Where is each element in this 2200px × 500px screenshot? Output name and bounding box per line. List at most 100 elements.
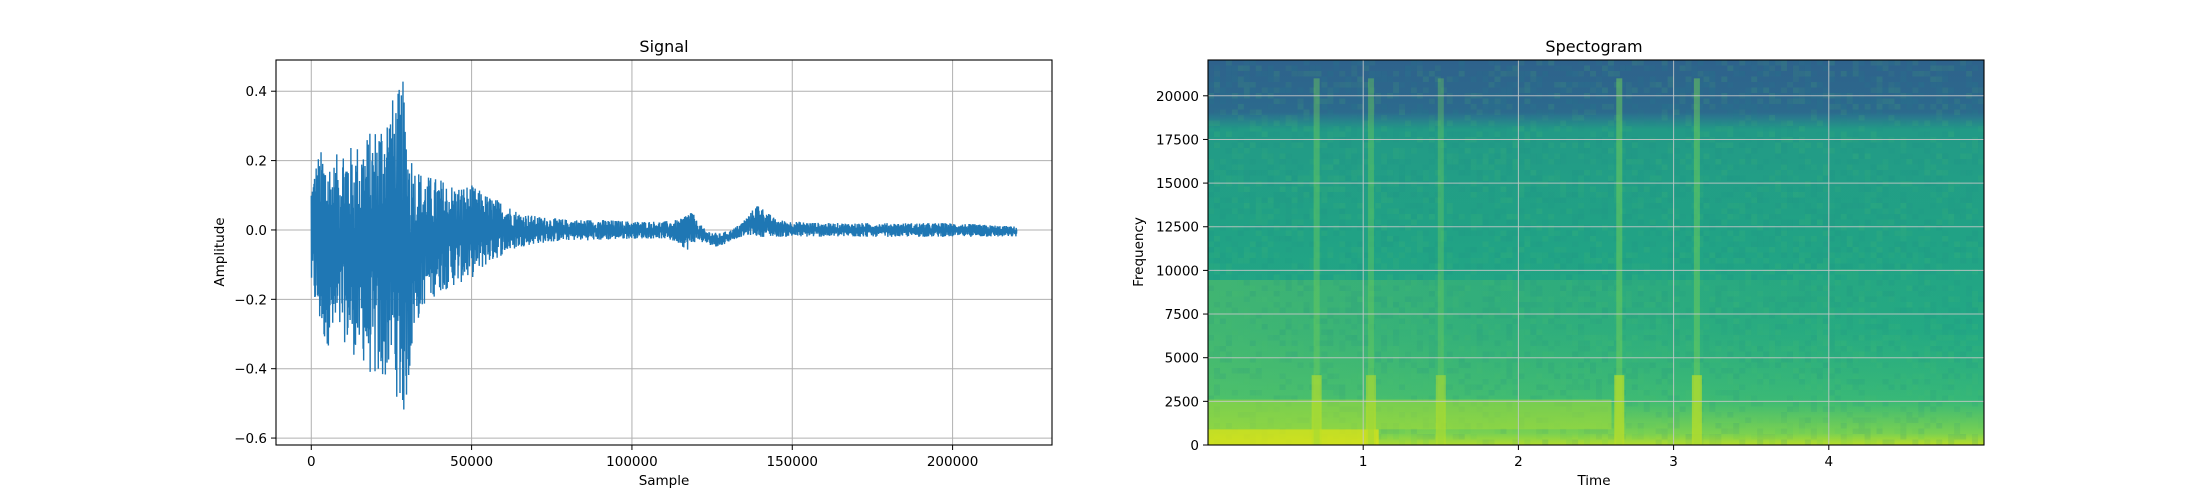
- spectrogram-cell: [1924, 280, 1931, 286]
- spectrogram-cell: [1948, 368, 1955, 374]
- spectrogram-cell: [1213, 395, 1220, 401]
- spectrogram-cell: [1858, 181, 1865, 187]
- spectrogram-cell: [1649, 142, 1656, 148]
- spectrogram-cell: [1255, 170, 1262, 176]
- spectrogram-cell: [1619, 307, 1626, 313]
- spectrogram-cell: [1494, 65, 1501, 71]
- spectrogram-cell: [1351, 335, 1358, 341]
- spectrogram-cell: [1769, 346, 1776, 352]
- spectrogram-cell: [1846, 357, 1853, 363]
- spectrogram-cell: [1536, 335, 1543, 341]
- spectrogram-cell: [1560, 362, 1567, 368]
- spectrogram-cell: [1500, 148, 1507, 154]
- spectrogram-cell: [1822, 241, 1829, 247]
- spectrogram-cell: [1619, 340, 1626, 346]
- spectrogram-cell: [1697, 357, 1704, 363]
- spectrogram-cell: [1882, 401, 1889, 407]
- spectrogram-cell: [1810, 368, 1817, 374]
- spectrogram-cell: [1213, 71, 1220, 77]
- spectrogram-cell: [1816, 329, 1823, 335]
- spectrogram-cell: [1649, 395, 1656, 401]
- spectrogram-cell: [1870, 324, 1877, 330]
- spectrogram-cell: [1942, 104, 1949, 110]
- spectrogram-cell: [1840, 131, 1847, 137]
- spectrogram-cell: [1643, 395, 1650, 401]
- spectrogram-cell: [1542, 153, 1549, 159]
- spectrogram-cell: [1954, 252, 1961, 258]
- spectrogram-cell: [1685, 280, 1692, 286]
- spectrogram-cell: [1572, 329, 1579, 335]
- spectrogram-cell: [1524, 82, 1531, 88]
- spectrogram-cell: [1279, 329, 1286, 335]
- spectrogram-cell: [1339, 71, 1346, 77]
- spectrogram-cell: [1416, 357, 1423, 363]
- spectrogram-cell: [1440, 362, 1447, 368]
- spectrogram-cell: [1512, 82, 1519, 88]
- spectrogram-cell: [1339, 252, 1346, 258]
- spectrogram-cell: [1697, 236, 1704, 242]
- spectrogram-cell: [1524, 362, 1531, 368]
- spectrogram-cell: [1410, 373, 1417, 379]
- spectrogram-cell: [1601, 126, 1608, 132]
- spectrogram-cell: [1870, 346, 1877, 352]
- spectrogram-cell: [1619, 175, 1626, 181]
- spectrogram-cell: [1261, 115, 1268, 121]
- spectrogram-cell: [1255, 181, 1262, 187]
- spectrogram-cell: [1554, 120, 1561, 126]
- spectrogram-cell: [1339, 329, 1346, 335]
- spectrogram-cell: [1434, 280, 1441, 286]
- spectrogram-cell: [1798, 346, 1805, 352]
- spectrogram-cell: [1309, 170, 1316, 176]
- spectrogram-cell: [1249, 170, 1256, 176]
- spectrogram-cell: [1345, 274, 1352, 280]
- spectrogram-cell: [1739, 142, 1746, 148]
- spectrogram-cell: [1506, 280, 1513, 286]
- spectrogram-cell: [1381, 126, 1388, 132]
- spectrogram-cell: [1781, 417, 1788, 423]
- spectrogram-cell: [1769, 131, 1776, 137]
- spectrogram-cell: [1960, 153, 1967, 159]
- spectrogram-cell: [1249, 82, 1256, 88]
- spectrogram-cell: [1739, 417, 1746, 423]
- spectrogram-cell: [1261, 340, 1268, 346]
- spectrogram-cell: [1363, 296, 1370, 302]
- spectrogram-cell: [1745, 120, 1752, 126]
- spectrogram-cell: [1578, 104, 1585, 110]
- spectrogram-cell: [1703, 252, 1710, 258]
- spectrogram-cell: [1846, 247, 1853, 253]
- spectrogram-cell: [1601, 428, 1608, 434]
- spectrogram-cell: [1966, 291, 1973, 297]
- spectrogram-cell: [1828, 76, 1835, 82]
- spectrogram-cell: [1918, 142, 1925, 148]
- spectrogram-cell: [1679, 258, 1686, 264]
- spectrogram-cell: [1393, 258, 1400, 264]
- spectrogram-cell: [1882, 159, 1889, 165]
- spectrogram-cell: [1542, 175, 1549, 181]
- spectrogram-cell: [1297, 395, 1304, 401]
- spectrogram-cell: [1858, 307, 1865, 313]
- spectrogram-cell: [1607, 60, 1614, 66]
- spectrogram-cell: [1775, 60, 1782, 66]
- spectrogram-cell: [1834, 368, 1841, 374]
- spectrogram-cell: [1852, 241, 1859, 247]
- spectrogram-cell: [1709, 434, 1716, 440]
- spectrogram-cell: [1625, 362, 1632, 368]
- spectrogram-cell: [1739, 104, 1746, 110]
- spectrogram-cell: [1822, 219, 1829, 225]
- spectrogram-cell: [1404, 318, 1411, 324]
- spectrogram-cell: [1530, 280, 1537, 286]
- spectrogram-cell: [1709, 307, 1716, 313]
- spectrogram-cell: [1924, 219, 1931, 225]
- spectrogram-cell: [1763, 384, 1770, 390]
- spectrogram-cell: [1966, 214, 1973, 220]
- spectrogram-cell: [1590, 186, 1596, 192]
- spectrogram-cell: [1578, 313, 1585, 319]
- spectrogram-cell: [1954, 428, 1961, 434]
- spectrogram-cell: [1655, 186, 1662, 192]
- spectrogram-cell: [1816, 313, 1823, 319]
- spectrogram-cell: [1757, 71, 1764, 77]
- spectrogram-cell: [1846, 236, 1853, 242]
- spectrogram-cell: [1828, 263, 1835, 269]
- spectrogram-cell: [1858, 186, 1865, 192]
- spectrogram-cell: [1255, 142, 1262, 148]
